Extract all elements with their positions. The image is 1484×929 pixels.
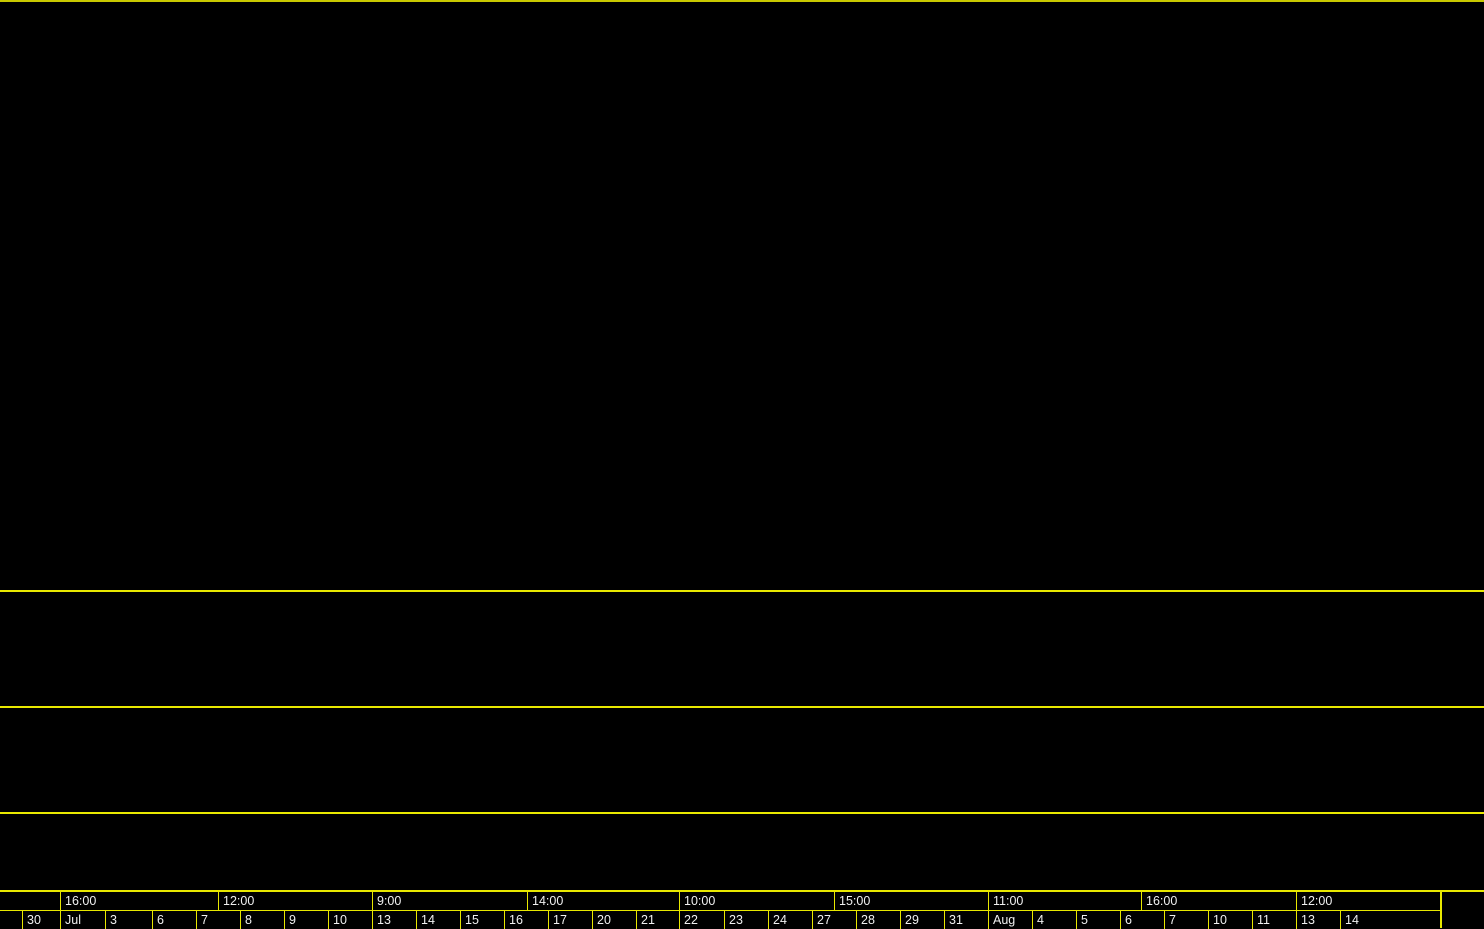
x-axis-time-row: 16:00 12:00 9:00 14:00 10:00 15:00 11:00 16:00 1… [0,892,1440,910]
x-axis-date-label: 28 [856,911,900,929]
panel-divider-3 [0,812,1484,814]
x-axis-corner [1440,892,1484,928]
x-axis-time-label: 11:00 [988,892,1141,910]
x-axis-date-label: 30 [22,911,60,929]
x-axis-date-label: 16 [504,911,548,929]
x-axis-date-row: 30 Jul 3 6 7 8 9 10 13 14 15 16 17 20 21 22 23 24 27 28 29 31… [0,910,1440,929]
panel-divider-2 [0,706,1484,708]
x-axis-date-label: Jul [60,911,105,929]
x-axis-time-label: 12:00 [218,892,372,910]
x-axis-date-label: 11 [1252,911,1296,929]
x-axis-date-label: 9 [284,911,328,929]
x-axis-date-label: 6 [1120,911,1164,929]
x-axis-date-label: 13 [372,911,416,929]
x-axis[interactable]: 16:00 12:00 9:00 14:00 10:00 15:00 11:00 16:00 1… [0,890,1484,929]
x-axis-date-label: 8 [240,911,284,929]
x-axis-date-label: 23 [724,911,768,929]
x-axis-date-label: 10 [328,911,372,929]
x-axis-date-label: Aug [988,911,1032,929]
x-axis-date-label: 31 [944,911,988,929]
x-axis-date-label: 17 [548,911,592,929]
x-axis-date-label: 21 [636,911,679,929]
x-axis-date-label: 29 [900,911,944,929]
x-axis-time-label: 14:00 [527,892,679,910]
x-axis-date-label: 22 [679,911,724,929]
x-axis-time-label: 10:00 [679,892,834,910]
x-axis-time-label: 9:00 [372,892,527,910]
x-axis-date-label: 7 [1164,911,1208,929]
x-axis-date-label: 24 [768,911,812,929]
x-axis-date-label: 14 [1340,911,1440,929]
x-axis-date-label: 4 [1032,911,1076,929]
x-axis-date-label: 14 [416,911,460,929]
top-border [0,0,1484,2]
x-axis-date-label: 13 [1296,911,1340,929]
x-axis-time-label: 16:00 [1141,892,1296,910]
x-axis-date-label: 3 [105,911,152,929]
x-axis-time-label: 15:00 [834,892,988,910]
x-axis-date-label: 27 [812,911,856,929]
x-axis-date-label: 15 [460,911,504,929]
x-axis-time-label: 16:00 [60,892,218,910]
x-axis-date-label: 5 [1076,911,1120,929]
x-axis-date-label: 20 [592,911,636,929]
x-axis-date-label: 10 [1208,911,1252,929]
x-axis-date-label: 6 [152,911,196,929]
x-axis-date-label: 7 [196,911,240,929]
panel-divider-1 [0,590,1484,592]
x-axis-time-label: 12:00 [1296,892,1440,910]
